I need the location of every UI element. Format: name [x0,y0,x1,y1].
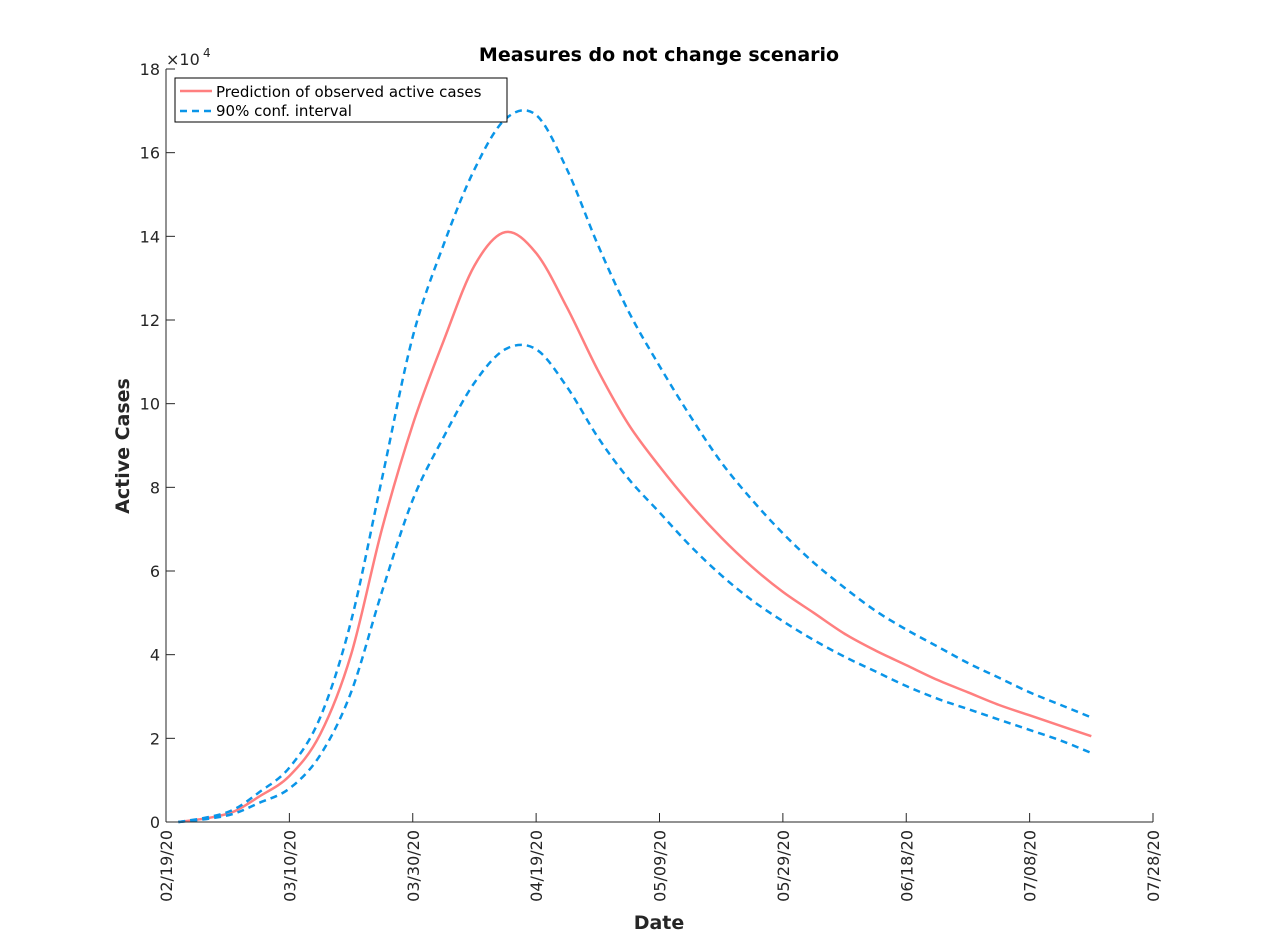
x-axis-title: Date [634,912,685,934]
chart-title: Measures do not change scenario [479,44,839,66]
y-axis-title: Active Cases [112,378,134,514]
y-tick-label: 4 [150,646,160,665]
series-prediction-line [178,230,1092,824]
x-tick-label: 03/30/20 [404,830,423,902]
x-tick-label: 02/19/20 [157,830,176,902]
x-tick-label: 03/10/20 [280,830,299,902]
y-tick-label: 12 [140,311,160,330]
x-tick-label: 05/29/20 [774,830,793,902]
x-tick-label: 07/28/20 [1144,830,1163,902]
y-tick-label: 0 [150,813,160,832]
axes: 0 2 4 6 8 10 12 14 16 18 02/19/20 03/10/20 03/30/20 0… [140,60,1163,902]
legend-label-interval: 90% conf. interval [216,102,352,120]
y-axis-exponent-power: 4 [203,46,211,60]
y-tick-label: 2 [150,729,160,748]
x-tick-label: 05/09/20 [651,830,670,902]
series-lower-interval-line [178,343,1092,824]
legend: Prediction of observed active cases 90% … [174,77,508,123]
y-tick-label: 16 [140,144,160,163]
y-tick-label: 8 [150,478,160,497]
legend-label-prediction: Prediction of observed active cases [216,83,482,101]
series-upper-interval-line [178,109,1092,824]
y-tick-label: 10 [140,395,160,414]
x-tick-label: 06/18/20 [897,830,916,902]
x-tick-label: 04/19/20 [527,830,546,902]
legend-box [174,77,508,123]
plot-series [178,109,1092,824]
y-tick-label: 6 [150,562,160,581]
y-axis-exponent: ×10 [166,50,200,69]
y-tick-label: 14 [140,227,160,246]
y-tick-label: 18 [140,60,160,79]
x-tick-label: 07/08/20 [1021,830,1040,902]
